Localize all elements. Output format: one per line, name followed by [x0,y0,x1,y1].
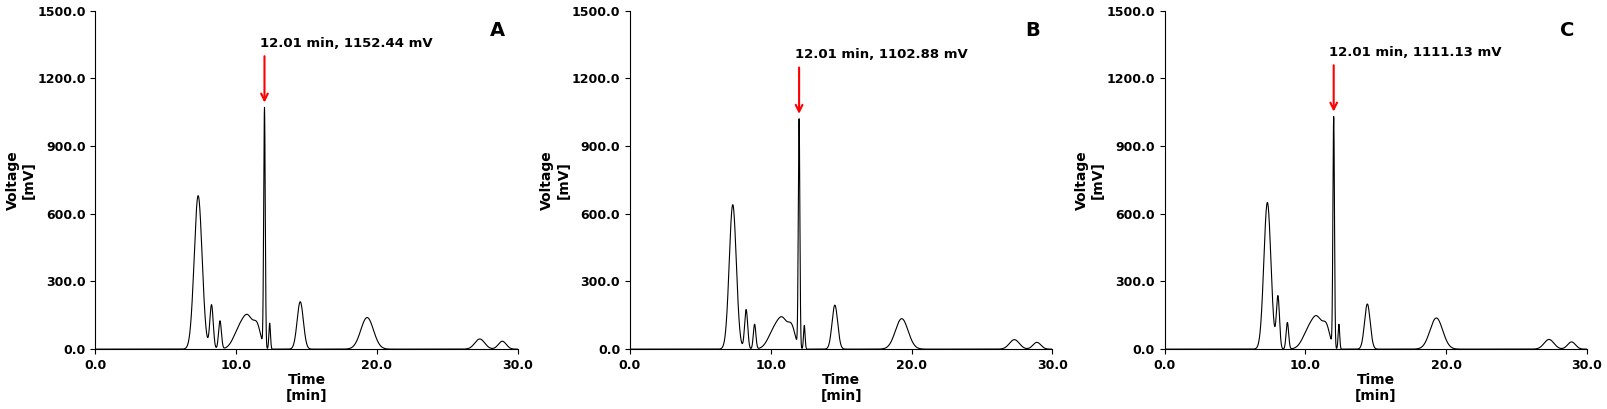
Y-axis label: Voltage
[mV]: Voltage [mV] [5,150,35,210]
Text: 12.01 min, 1111.13 mV: 12.01 min, 1111.13 mV [1329,46,1501,59]
Text: 12.01 min, 1102.88 mV: 12.01 min, 1102.88 mV [794,48,967,61]
X-axis label: Time
[min]: Time [min] [820,373,861,403]
Text: B: B [1024,21,1040,40]
Text: C: C [1559,21,1573,40]
Y-axis label: Voltage
[mV]: Voltage [mV] [1073,150,1104,210]
X-axis label: Time
[min]: Time [min] [286,373,328,403]
Y-axis label: Voltage
[mV]: Voltage [mV] [540,150,570,210]
Text: A: A [490,21,505,40]
Text: 12.01 min, 1152.44 mV: 12.01 min, 1152.44 mV [260,37,432,50]
X-axis label: Time
[min]: Time [min] [1355,373,1396,403]
